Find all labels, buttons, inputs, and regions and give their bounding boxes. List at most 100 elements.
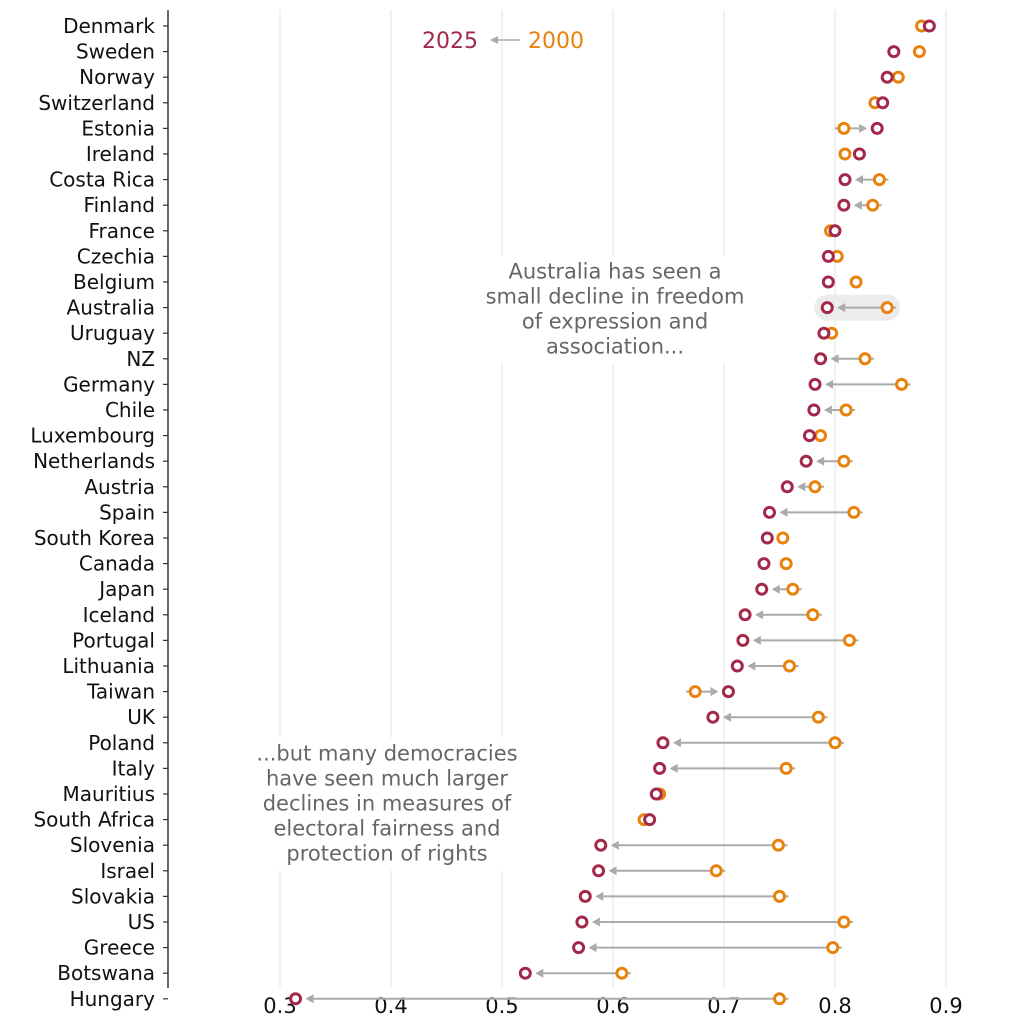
legend: 2025 2000 (422, 29, 584, 54)
annotation-line: ...but many democracies (256, 742, 517, 766)
annotation-line: association... (546, 335, 684, 359)
country-label: Austria (84, 475, 155, 499)
point-2025 (594, 838, 608, 852)
data-points (289, 19, 936, 1006)
country-label: Japan (97, 577, 155, 601)
country-label: Ireland (86, 142, 155, 166)
country-label: Germany (63, 372, 155, 396)
point-2025 (807, 403, 821, 417)
annotation-line: protection of rights (286, 842, 487, 866)
country-label: Mauritius (63, 782, 155, 806)
point-2000 (779, 761, 793, 775)
point-2000 (838, 147, 852, 161)
country-label: Switzerland (38, 91, 155, 115)
point-2000 (709, 864, 723, 878)
country-label: Costa Rica (49, 168, 155, 192)
point-2000 (880, 301, 894, 315)
legend-2025-label: 2025 (422, 29, 478, 54)
point-2000 (826, 941, 840, 955)
country-label: Spain (99, 500, 155, 524)
point-2025 (757, 557, 771, 571)
point-2025 (817, 326, 831, 340)
annotation-line: have seen much larger (266, 767, 508, 791)
point-2025 (760, 531, 774, 545)
x-tick-label: 0.4 (374, 994, 407, 1018)
country-label: Portugal (72, 628, 155, 652)
arrowhead-icon (535, 968, 544, 978)
point-2025 (721, 685, 735, 699)
country-label: Poland (88, 731, 155, 755)
point-2000 (779, 557, 793, 571)
point-2000 (814, 429, 828, 443)
country-label: Greece (84, 936, 155, 960)
annotation-line: of expression and (522, 310, 708, 334)
point-2025 (518, 966, 532, 980)
country-label: South Korea (34, 526, 155, 550)
arrowhead-icon (722, 712, 731, 722)
point-2000 (837, 915, 851, 929)
point-2000 (776, 531, 790, 545)
point-2025 (289, 992, 303, 1006)
point-2000 (891, 70, 905, 84)
annotation-background (470, 255, 760, 364)
country-label: Slovakia (71, 884, 155, 908)
country-label: Botswana (57, 961, 155, 985)
arrowhead-icon (710, 687, 719, 697)
legend-arrowhead-icon (490, 36, 498, 44)
arrowhead-icon (669, 763, 678, 773)
point-2000 (773, 889, 786, 903)
point-2000 (688, 685, 702, 699)
x-tick-label: 0.7 (707, 994, 740, 1018)
annotation-line: Australia has seen a (509, 260, 722, 284)
country-label: South Africa (33, 808, 155, 832)
country-label: Belgium (73, 270, 155, 294)
country-label: Hungary (70, 987, 156, 1011)
arrowhead-icon (610, 840, 619, 850)
point-2025 (808, 377, 822, 391)
point-2000 (842, 633, 856, 647)
point-2000 (615, 966, 629, 980)
point-2025 (730, 659, 744, 673)
point-2025 (643, 813, 657, 827)
gridlines (279, 10, 947, 988)
arrowhead-icon (797, 482, 806, 492)
country-label: Chile (105, 398, 155, 422)
point-2000 (858, 352, 872, 366)
country-label: Taiwan (86, 680, 155, 704)
point-2025 (828, 224, 842, 238)
point-2025 (575, 915, 589, 929)
arrowhead-icon (823, 405, 832, 415)
country-label: Czechia (77, 244, 155, 268)
country-label: Sweden (76, 40, 155, 64)
point-2025 (649, 787, 663, 801)
country-label: Italy (112, 756, 156, 780)
point-2025 (887, 45, 901, 59)
arrowhead-icon (854, 175, 863, 185)
point-2000 (808, 480, 822, 494)
x-tick-label: 0.8 (818, 994, 851, 1018)
point-2000 (895, 377, 909, 391)
point-2025 (820, 301, 834, 315)
x-tick-label: 0.6 (596, 994, 629, 1018)
arrowhead-icon (825, 379, 834, 389)
country-label: Iceland (83, 603, 155, 627)
arrowhead-icon (752, 635, 761, 645)
point-2000 (866, 198, 880, 212)
point-2025 (738, 608, 752, 622)
country-label: Luxembourg (30, 424, 155, 448)
arrowhead-icon (672, 738, 681, 748)
y-axis (163, 10, 169, 1000)
x-tick-label: 0.9 (929, 994, 962, 1018)
point-2000 (806, 608, 820, 622)
country-label: Denmark (63, 14, 155, 38)
point-2025 (653, 761, 667, 775)
arrowhead-icon (779, 507, 788, 517)
point-2000 (912, 45, 926, 59)
country-label: Slovenia (70, 833, 155, 857)
point-2025 (755, 582, 769, 596)
point-2025 (802, 429, 816, 443)
country-label: France (88, 219, 155, 243)
arrowhead-icon (588, 943, 597, 953)
